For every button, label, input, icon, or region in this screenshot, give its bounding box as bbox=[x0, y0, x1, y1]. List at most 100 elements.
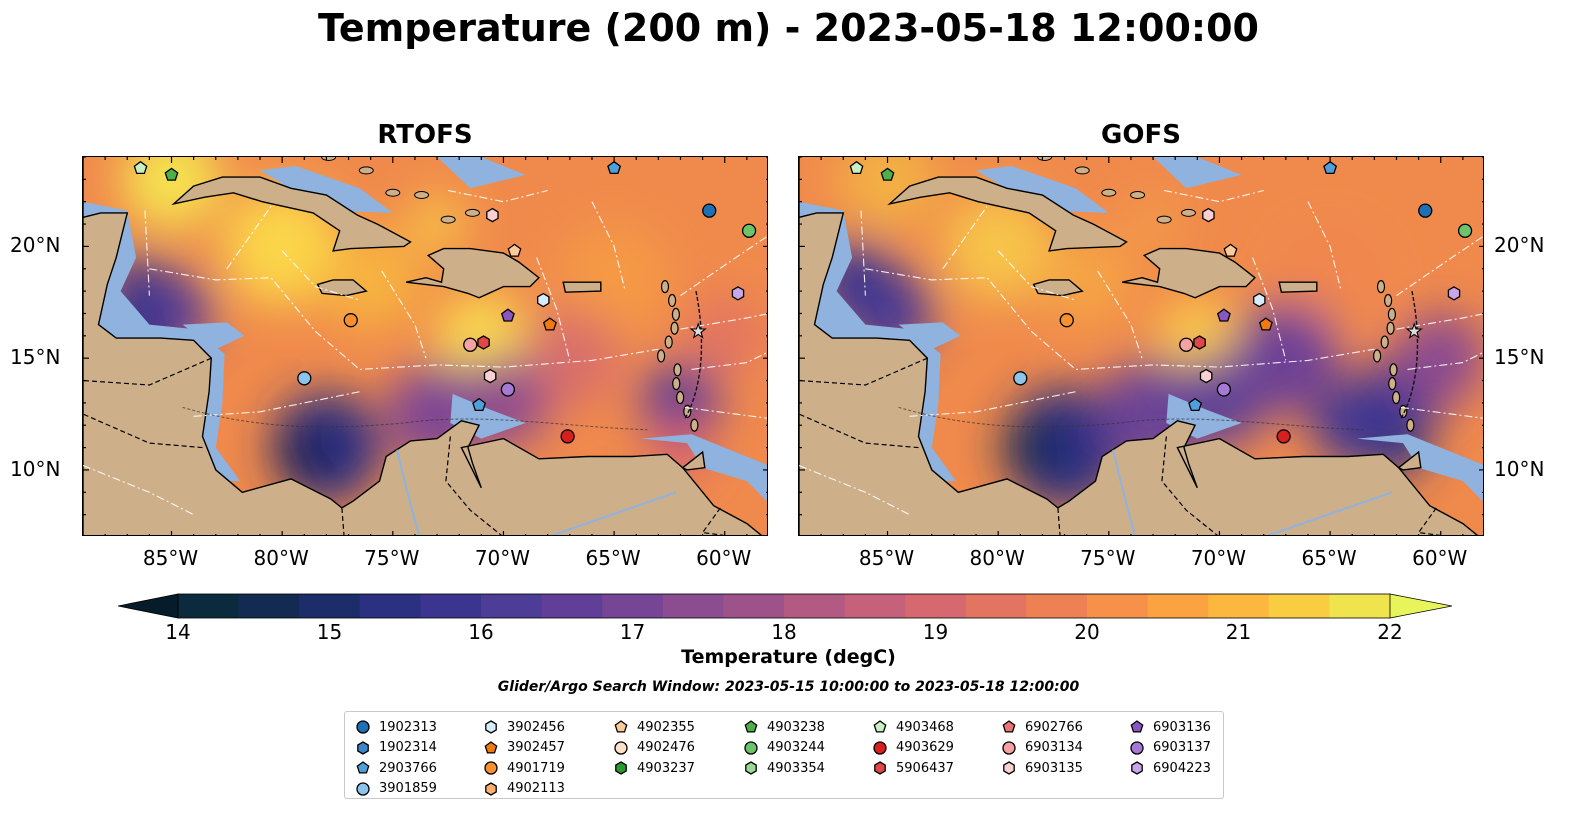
legend-marker[interactable] bbox=[357, 740, 369, 755]
colorbar-segment bbox=[844, 594, 906, 618]
float-marker-5906437[interactable] bbox=[1193, 335, 1206, 350]
colorbar-segment bbox=[784, 594, 846, 618]
legend-marker[interactable] bbox=[873, 741, 887, 755]
legend-marker[interactable] bbox=[1002, 741, 1016, 755]
legend-marker[interactable] bbox=[614, 741, 628, 755]
legend-marker[interactable] bbox=[874, 761, 886, 776]
legend-marker[interactable] bbox=[1002, 720, 1016, 733]
star-marker[interactable] bbox=[689, 322, 707, 339]
land-trinidad bbox=[681, 450, 706, 471]
legend-marker[interactable] bbox=[1130, 720, 1144, 733]
x-tick-label: 85°W bbox=[142, 546, 199, 570]
colorbar-segment bbox=[420, 594, 482, 618]
float-marker-4903629[interactable] bbox=[1276, 429, 1291, 444]
legend-marker[interactable] bbox=[1130, 741, 1144, 755]
star-marker[interactable] bbox=[1405, 322, 1423, 339]
float-marker-4901719[interactable] bbox=[1059, 313, 1074, 328]
float-marker-6904223[interactable] bbox=[1447, 286, 1461, 301]
map-panel-gofs[interactable] bbox=[798, 156, 1484, 536]
legend-marker[interactable] bbox=[745, 761, 757, 776]
legend-marker[interactable] bbox=[356, 782, 370, 796]
legend-column: 6902766 6903134 6903135 bbox=[1001, 717, 1083, 779]
legend-marker-icon bbox=[615, 761, 627, 776]
x-tick-label: 70°W bbox=[474, 546, 531, 570]
x-tick-label: 80°W bbox=[253, 546, 309, 570]
legend-marker[interactable] bbox=[744, 741, 758, 755]
legend-marker[interactable] bbox=[484, 761, 498, 775]
legend-marker[interactable] bbox=[1131, 761, 1143, 776]
float-marker-6903137[interactable] bbox=[1216, 382, 1232, 397]
float-marker-6903135[interactable] bbox=[483, 368, 497, 384]
float-marker-2903766[interactable] bbox=[1188, 397, 1203, 412]
legend-marker[interactable] bbox=[615, 761, 627, 776]
float-marker-3901859[interactable] bbox=[1013, 371, 1028, 386]
legend-item: 4902355 bbox=[613, 717, 695, 738]
land-puertoRico bbox=[562, 281, 602, 293]
float-marker-2903766[interactable] bbox=[1323, 160, 1338, 175]
float-marker-1902313[interactable] bbox=[1418, 203, 1433, 218]
float-marker-3902456[interactable] bbox=[1253, 292, 1266, 308]
float-marker-4903468[interactable] bbox=[849, 160, 864, 175]
float-marker-6903134[interactable] bbox=[1179, 337, 1194, 352]
map-panel-rtofs[interactable] bbox=[82, 156, 768, 536]
float-marker-4903629[interactable] bbox=[560, 429, 575, 444]
colorbar-tick-label: 17 bbox=[619, 620, 646, 644]
float-marker-4903238[interactable] bbox=[164, 167, 179, 181]
float-marker-4903244[interactable] bbox=[741, 223, 757, 238]
legend-marker[interactable] bbox=[485, 781, 497, 796]
legend-marker[interactable] bbox=[484, 740, 498, 754]
legend-item: 5906437 bbox=[872, 758, 954, 779]
float-marker-2903766[interactable] bbox=[472, 397, 487, 412]
colorbar-segment bbox=[481, 594, 543, 618]
x-tick-label: 60°W bbox=[1412, 546, 1468, 570]
float-marker-2903766[interactable] bbox=[607, 160, 622, 175]
legend-item: 6903136 bbox=[1129, 717, 1211, 738]
float-marker-4903244[interactable] bbox=[1457, 223, 1473, 238]
legend-marker[interactable] bbox=[744, 720, 758, 733]
legend-item: 6902766 bbox=[1001, 717, 1083, 738]
float-marker-4903468[interactable] bbox=[133, 160, 148, 175]
legend-marker[interactable] bbox=[614, 720, 628, 733]
legend-label: 6903137 bbox=[1153, 740, 1211, 756]
float-marker-4902355[interactable] bbox=[1223, 243, 1238, 257]
legend-marker-icon bbox=[744, 741, 758, 755]
float-marker-3902456[interactable] bbox=[537, 292, 550, 308]
legend-marker-icon bbox=[356, 761, 370, 774]
float-marker-6903137[interactable] bbox=[500, 382, 516, 397]
float-marker-4901719[interactable] bbox=[343, 313, 358, 328]
legend-marker[interactable] bbox=[356, 720, 370, 734]
float-marker-6903135[interactable] bbox=[1202, 207, 1215, 223]
legend-item: 4903354 bbox=[743, 758, 825, 779]
x-tick-label: 60°W bbox=[696, 546, 752, 570]
legend-marker-icon bbox=[356, 720, 370, 734]
colorbar-tick-label: 21 bbox=[1225, 620, 1252, 644]
legend-marker-icon bbox=[744, 720, 758, 733]
float-marker-3902457[interactable] bbox=[1258, 317, 1273, 331]
legend-label: 6904223 bbox=[1153, 760, 1211, 776]
float-marker-5906437[interactable] bbox=[477, 335, 490, 350]
float-marker-6903136[interactable] bbox=[1216, 308, 1231, 322]
legend-item: 6903137 bbox=[1129, 738, 1211, 759]
legend-marker[interactable] bbox=[356, 761, 370, 774]
legend-label: 4902355 bbox=[637, 719, 695, 735]
float-marker-1902313[interactable] bbox=[702, 203, 717, 218]
float-marker-6904223[interactable] bbox=[731, 286, 745, 301]
float-marker-6903135[interactable] bbox=[1199, 368, 1213, 384]
float-marker-6903136[interactable] bbox=[500, 308, 515, 322]
colorbar-tick-label: 22 bbox=[1377, 620, 1403, 644]
colorbar-segment bbox=[299, 594, 361, 618]
legend-marker[interactable] bbox=[485, 720, 497, 735]
float-marker-6903135[interactable] bbox=[486, 207, 499, 223]
colorbar-label: Temperature (degC) bbox=[681, 646, 896, 668]
colorbar-segment bbox=[238, 594, 300, 618]
float-marker-4903238[interactable] bbox=[880, 167, 895, 181]
float-marker-6903134[interactable] bbox=[463, 337, 478, 352]
legend-item: 1902314 bbox=[355, 738, 437, 759]
legend-item: 4903244 bbox=[743, 738, 825, 759]
legend-marker-icon bbox=[356, 782, 370, 796]
float-marker-3901859[interactable] bbox=[297, 371, 312, 386]
float-marker-4902355[interactable] bbox=[507, 243, 522, 257]
float-marker-3902457[interactable] bbox=[542, 317, 557, 331]
legend-marker[interactable] bbox=[873, 720, 887, 733]
legend-marker[interactable] bbox=[1003, 761, 1015, 776]
